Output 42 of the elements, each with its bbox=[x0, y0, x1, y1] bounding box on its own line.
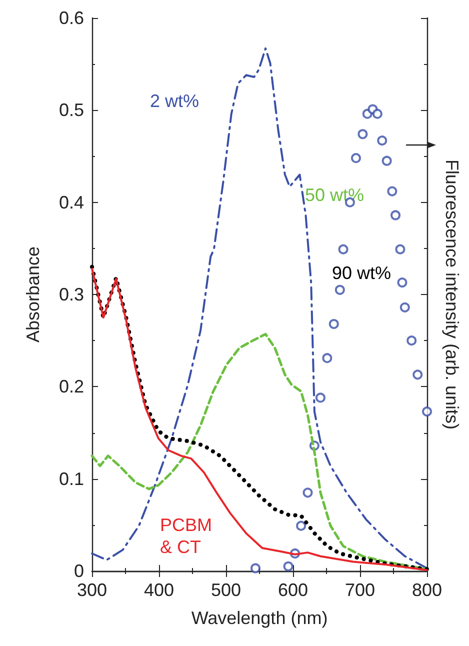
point bbox=[412, 370, 423, 380]
line-series bbox=[91, 47, 428, 570]
point bbox=[328, 318, 339, 329]
series-label: PCBM & CT bbox=[160, 515, 212, 557]
series-label: 2 wt% bbox=[150, 91, 200, 111]
x-tick-label: 700 bbox=[344, 580, 376, 600]
x-tick-label: 400 bbox=[144, 580, 174, 600]
y-axis-title: Absorbance bbox=[23, 246, 43, 343]
point bbox=[338, 244, 348, 254]
x-tick-label: 500 bbox=[210, 580, 242, 600]
point bbox=[395, 244, 406, 254]
point bbox=[387, 186, 398, 196]
point bbox=[406, 336, 417, 346]
y-tick-label: 0 bbox=[74, 561, 84, 581]
point bbox=[322, 353, 332, 364]
point bbox=[377, 136, 388, 146]
y-tick-label: 0.5 bbox=[58, 100, 84, 120]
point bbox=[315, 392, 326, 403]
point bbox=[358, 129, 368, 140]
point bbox=[390, 210, 401, 220]
text: 90 wt% bbox=[332, 263, 392, 283]
x-tick-label: 800 bbox=[412, 580, 442, 600]
point bbox=[302, 488, 313, 498]
point bbox=[350, 153, 361, 164]
point bbox=[400, 302, 410, 312]
y-tick-label: 0.3 bbox=[58, 284, 84, 304]
point bbox=[372, 108, 382, 119]
y-tick-label: 0.2 bbox=[58, 376, 84, 397]
x-tick-label: 300 bbox=[76, 580, 108, 600]
x-tick-label: 600 bbox=[278, 580, 308, 600]
y-tick-label: 0.6 bbox=[58, 8, 84, 28]
text: 50 wt% bbox=[305, 185, 364, 205]
point bbox=[334, 284, 345, 295]
point bbox=[250, 563, 260, 574]
x-axis-title: Wavelength (nm) bbox=[191, 608, 328, 628]
y-tick-label: 0.1 bbox=[58, 468, 84, 489]
point bbox=[382, 156, 392, 166]
point bbox=[296, 520, 306, 531]
y-tick-label: 0.4 bbox=[58, 192, 84, 212]
point bbox=[422, 406, 432, 417]
y2-axis-title: Fluorescence intensity (arb. units) bbox=[442, 159, 462, 430]
point bbox=[397, 278, 408, 288]
